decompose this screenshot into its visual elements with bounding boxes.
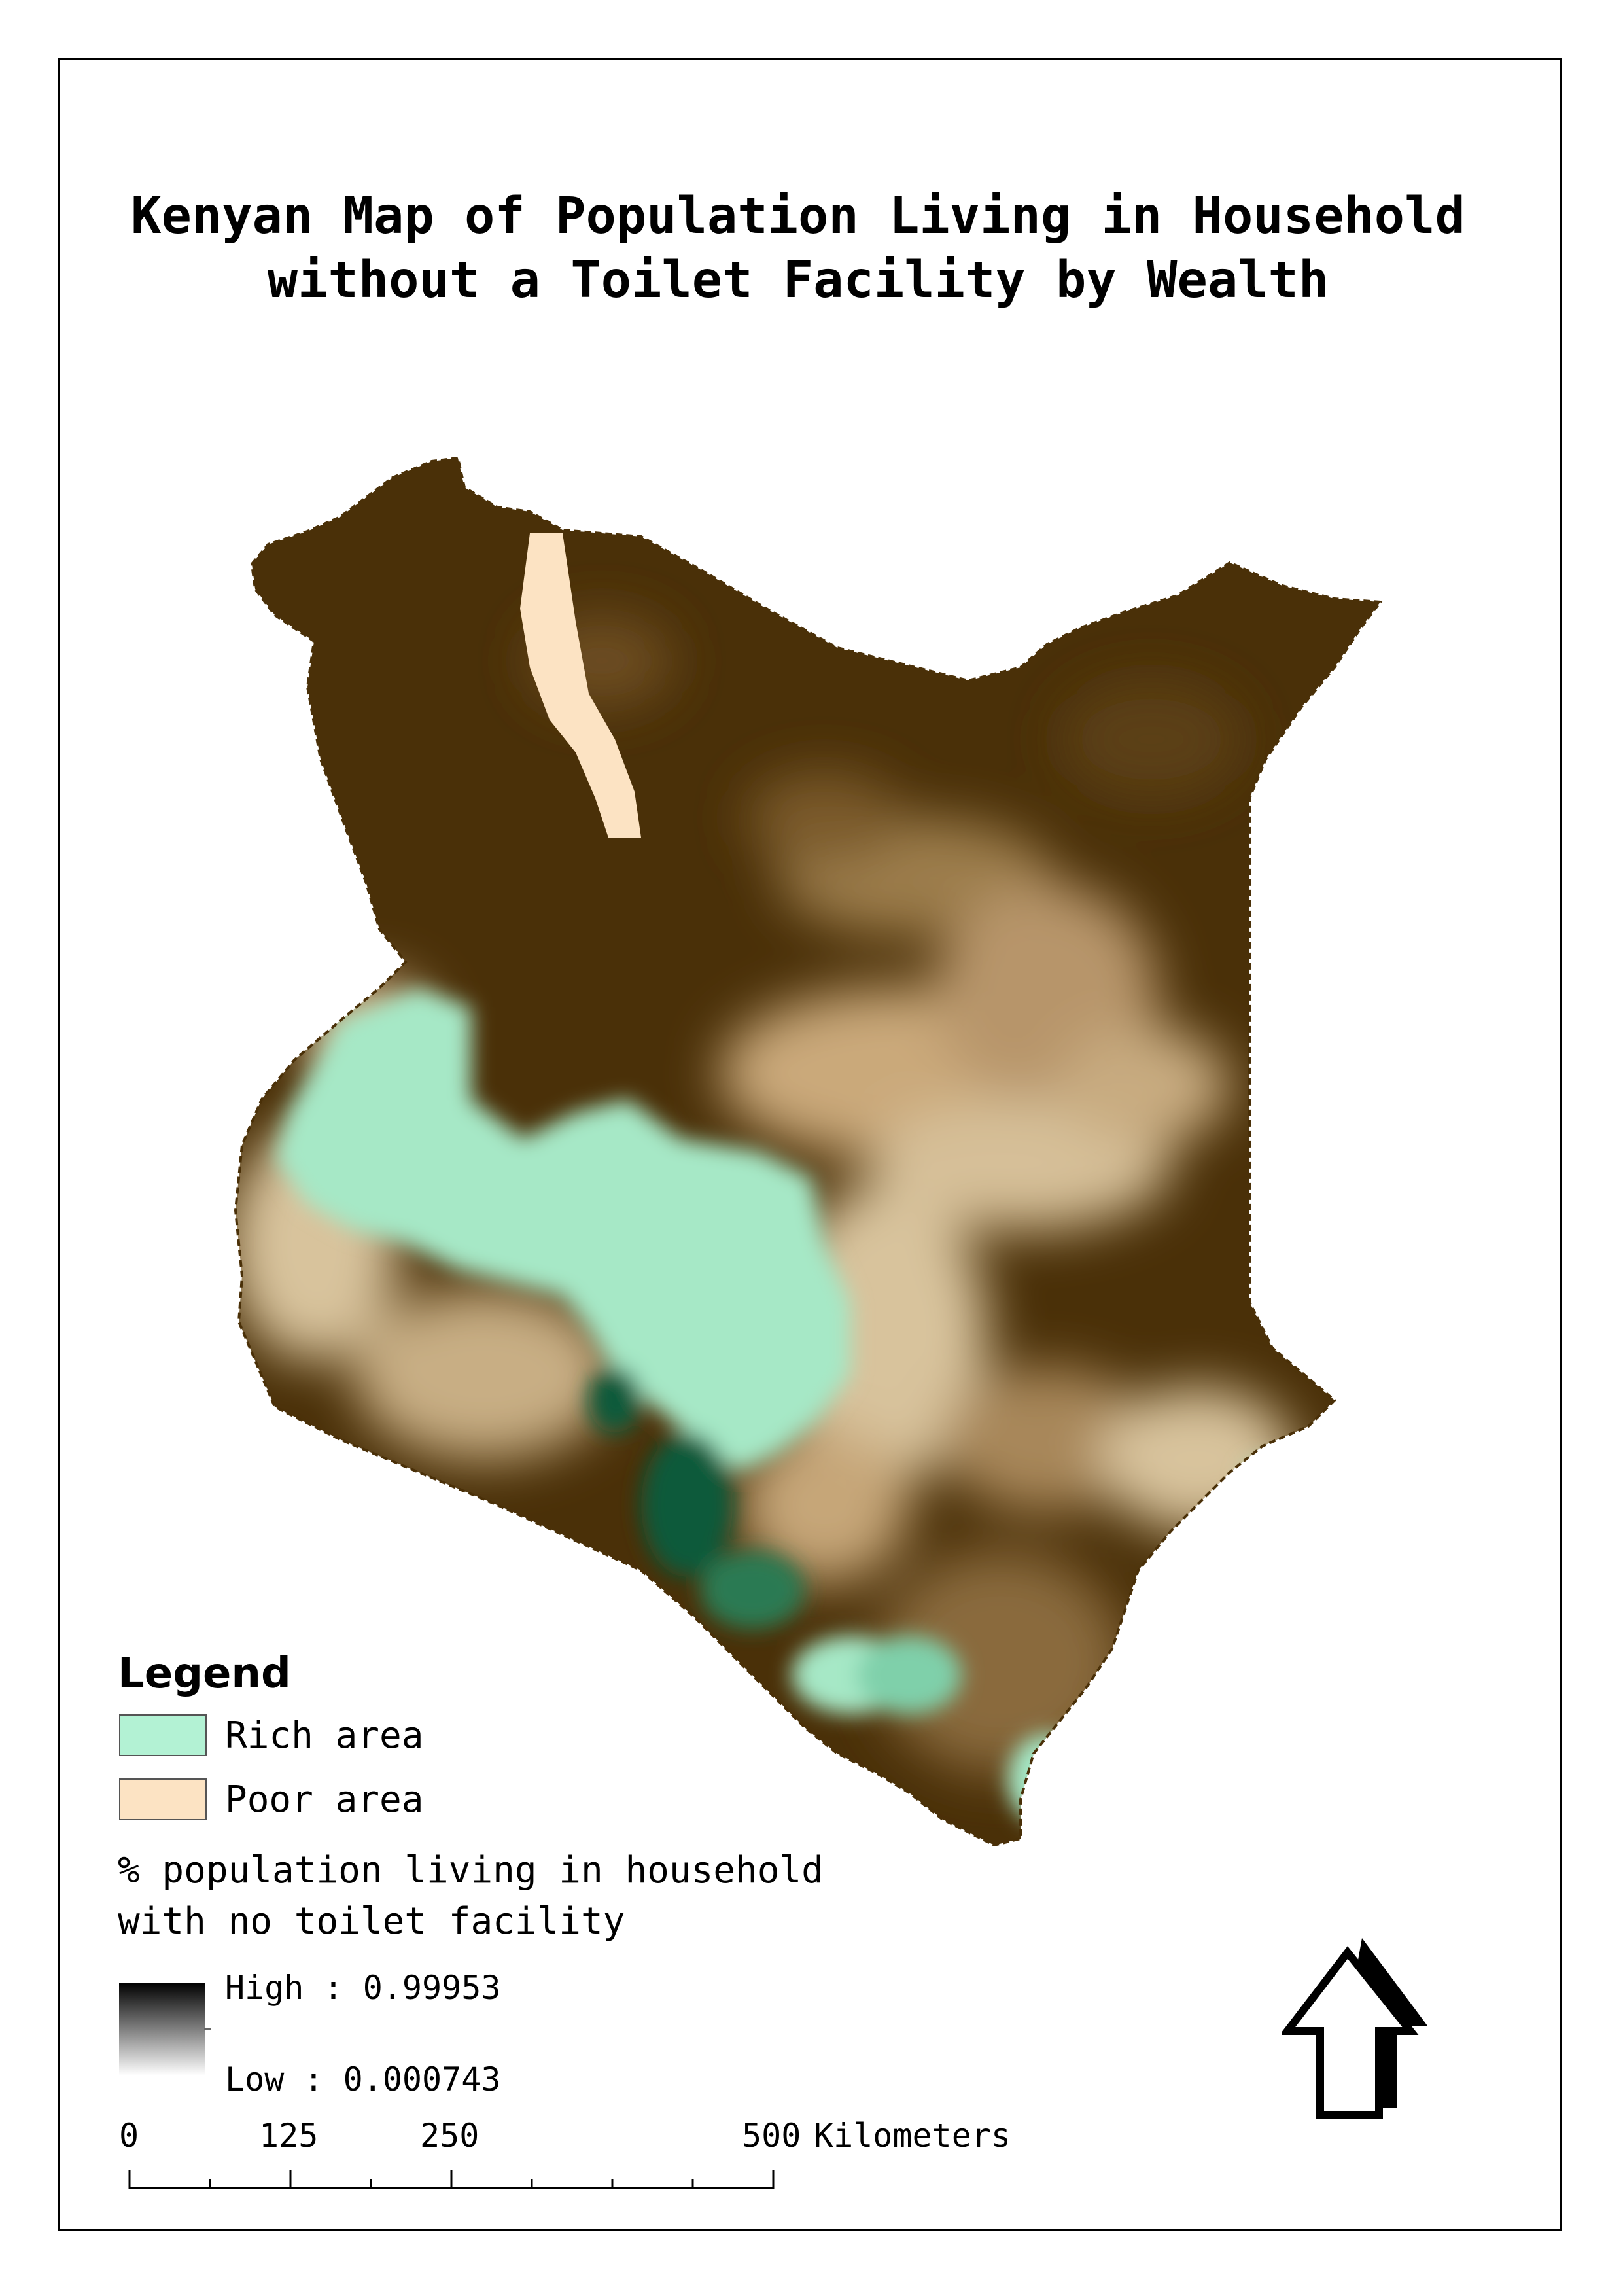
legend-label-poor-area: Poor area — [225, 1778, 424, 1821]
legend-label-rich-area: Rich area — [225, 1714, 424, 1757]
color-ramp-tick — [204, 2028, 211, 2030]
ramp-low-label: Low : 0.000743 — [225, 2060, 501, 2098]
north-arrow-icon — [1282, 1938, 1427, 2119]
scale-label-500: 500 — [742, 2117, 801, 2155]
legend-swatch-rich-area — [119, 1714, 207, 1756]
map-title: Kenyan Map of Population Living in House… — [92, 185, 1505, 313]
raster-legend-title: % population living in household with no… — [118, 1845, 824, 1947]
map-title-line-1: Kenyan Map of Population Living in House… — [131, 187, 1465, 245]
rich-area-layer — [275, 988, 1295, 1826]
scale-label-250: 250 — [420, 2117, 480, 2155]
raster-legend-title-line-1: % population living in household — [118, 1849, 824, 1892]
color-ramp — [119, 1983, 205, 2075]
map-title-line-2: without a Toilet Facility by Wealth — [267, 251, 1329, 309]
legend-swatch-poor-area — [119, 1778, 207, 1820]
legend-heading: Legend — [118, 1650, 291, 1698]
scale-unit-label: Kilometers — [814, 2117, 1011, 2155]
scale-label-125: 125 — [259, 2117, 319, 2155]
map-frame — [58, 58, 1562, 2231]
lake-turkana — [520, 533, 641, 838]
poor-area-layer — [236, 615, 1295, 1773]
raster-legend-title-line-2: with no toilet facility — [118, 1900, 625, 1943]
scale-label-0: 0 — [119, 2117, 139, 2155]
ramp-high-label: High : 0.99953 — [225, 1969, 501, 2007]
